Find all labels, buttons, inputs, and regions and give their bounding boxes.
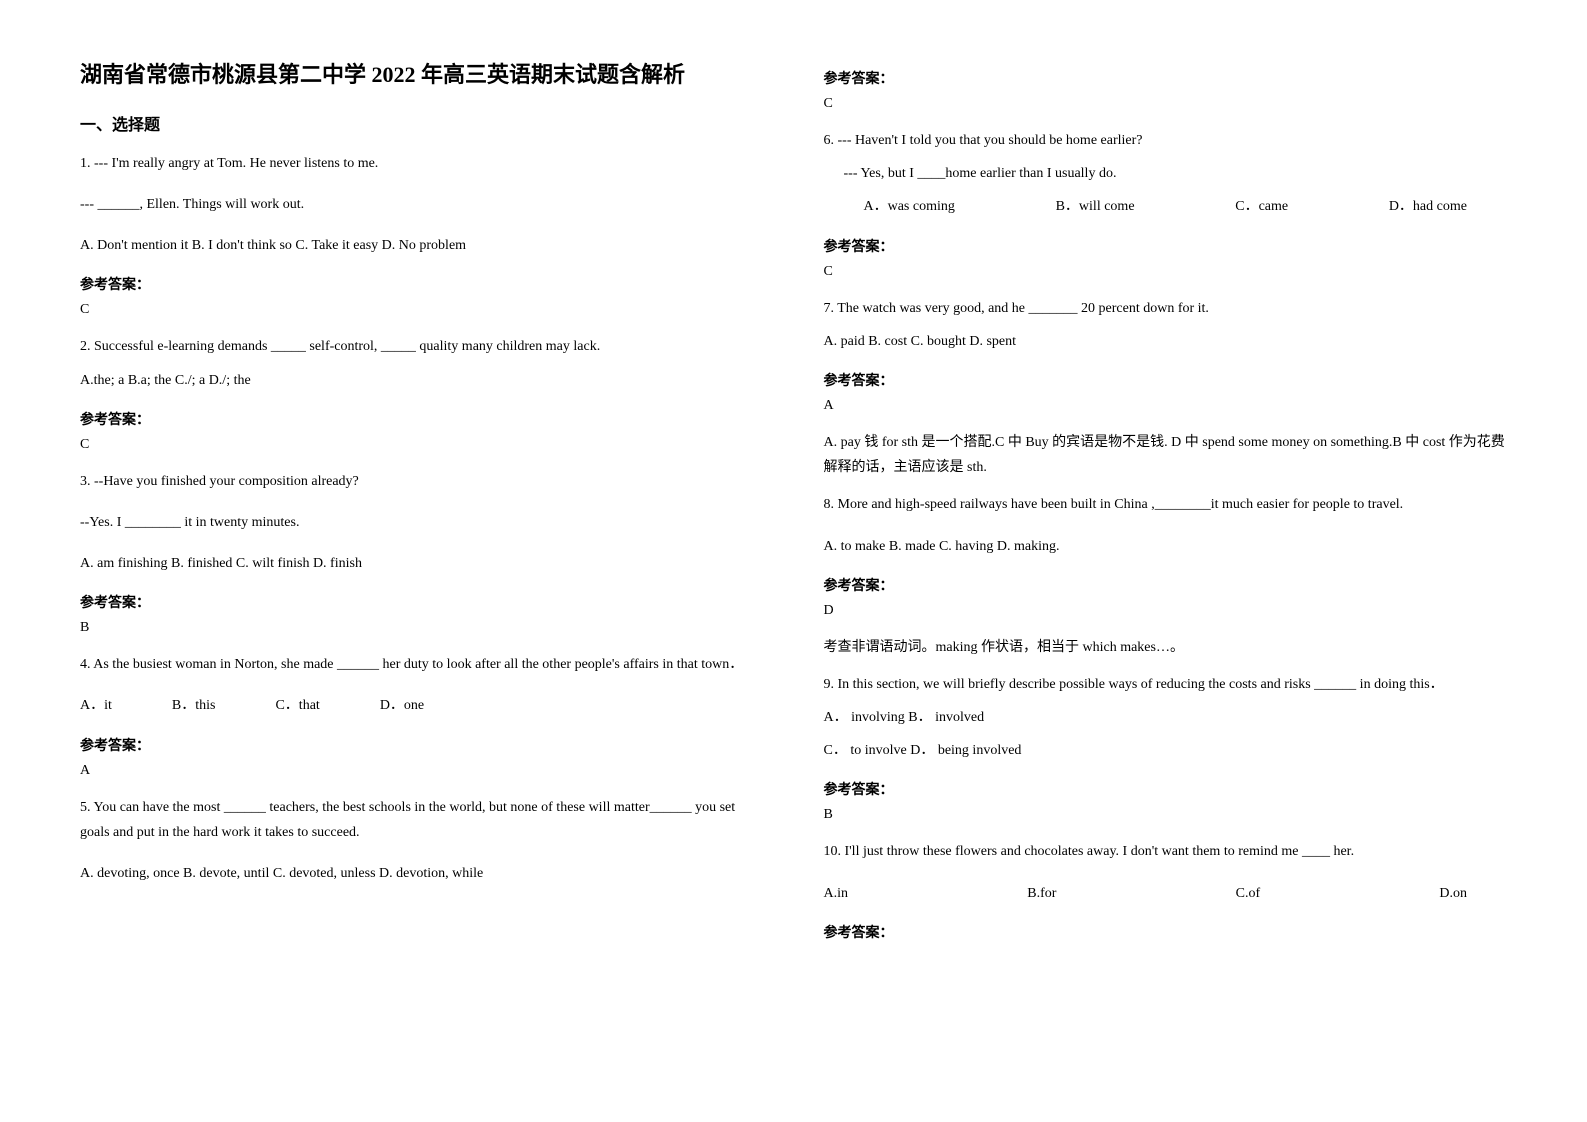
q2-line1: 2. Successful e-learning demands _____ s… [80, 334, 764, 359]
q9-options2: C． to involve D． being involved [824, 738, 1508, 763]
q4-answer: A [80, 763, 764, 779]
q8-answer: D [824, 603, 1508, 619]
q10-opt-d: D.on [1439, 881, 1467, 906]
q2-answer: C [80, 437, 764, 453]
q3-line2: --Yes. I ________ it in twenty minutes. [80, 510, 764, 535]
q9-answer: B [824, 807, 1508, 823]
q3-answer-label: 参考答案： [80, 592, 764, 612]
q10-opt-c: C.of [1236, 881, 1261, 906]
q6-opt-a: A．was coming [864, 194, 955, 219]
q1-options: A. Don't mention it B. I don't think so … [80, 233, 764, 258]
q5-line1: 5. You can have the most ______ teachers… [80, 795, 764, 845]
q6-options: A．was coming B．will come C．came D．had co… [824, 194, 1508, 219]
q6-line1: 6. --- Haven't I told you that you shoul… [824, 128, 1508, 153]
q7-answer: A [824, 398, 1508, 414]
q4-opt-d: D．one [380, 693, 424, 718]
section-heading: 一、选择题 [80, 111, 764, 135]
q9-options1: A． involving B． involved [824, 705, 1508, 730]
q8-line1: 8. More and high-speed railways have bee… [824, 492, 1508, 517]
q6-line2: --- Yes, but I ____home earlier than I u… [824, 161, 1508, 186]
q2-options: A.the; a B.a; the C./; a D./; the [80, 368, 764, 393]
q4-options: A．it B．this C．that D．one [80, 693, 764, 718]
q7-explanation: A. pay 钱 for sth 是一个搭配.C 中 Buy 的宾语是物不是钱.… [824, 430, 1508, 480]
q10-options: A.in B.for C.of D.on [824, 881, 1508, 906]
q4-line1: 4. As the busiest woman in Norton, she m… [80, 652, 764, 677]
q1-line2: --- ______, Ellen. Things will work out. [80, 192, 764, 217]
q10-answer-label: 参考答案： [824, 922, 1508, 942]
q7-answer-label: 参考答案： [824, 370, 1508, 390]
q4-opt-c: C．that [275, 693, 319, 718]
q4-opt-a: A．it [80, 693, 112, 718]
q1-line1: 1. --- I'm really angry at Tom. He never… [80, 151, 764, 176]
q1-answer-label: 参考答案： [80, 274, 764, 294]
q8-explanation: 考查非谓语动词。making 作状语，相当于 which makes…。 [824, 635, 1508, 660]
q6-opt-c: C．came [1235, 194, 1288, 219]
q7-options: A. paid B. cost C. bought D. spent [824, 329, 1508, 354]
q5-options: A. devoting, once B. devote, until C. de… [80, 861, 764, 886]
q6-answer-label: 参考答案： [824, 236, 1508, 256]
q6-opt-b: B．will come [1056, 194, 1135, 219]
left-column: 湖南省常德市桃源县第二中学 2022 年高三英语期末试题含解析 一、选择题 1.… [80, 60, 764, 1062]
q5-answer-label: 参考答案： [824, 68, 1508, 88]
document-title: 湖南省常德市桃源县第二中学 2022 年高三英语期末试题含解析 [80, 60, 764, 91]
q4-opt-b: B．this [172, 693, 216, 718]
q9-line1: 9. In this section, we will briefly desc… [824, 672, 1508, 697]
q2-answer-label: 参考答案： [80, 409, 764, 429]
q6-answer: C [824, 264, 1508, 280]
q6-opt-d: D．had come [1389, 194, 1467, 219]
q8-options: A. to make B. made C. having D. making. [824, 534, 1508, 559]
q3-options: A. am finishing B. finished C. wilt fini… [80, 551, 764, 576]
q9-answer-label: 参考答案： [824, 779, 1508, 799]
q10-opt-b: B.for [1027, 881, 1056, 906]
q1-answer: C [80, 302, 764, 318]
q4-answer-label: 参考答案： [80, 735, 764, 755]
right-column: 参考答案： C 6. --- Haven't I told you that y… [824, 60, 1508, 1062]
q10-line1: 10. I'll just throw these flowers and ch… [824, 839, 1508, 864]
q10-opt-a: A.in [824, 881, 849, 906]
q5-answer: C [824, 96, 1508, 112]
q3-line1: 3. --Have you finished your composition … [80, 469, 764, 494]
q3-answer: B [80, 620, 764, 636]
q7-line1: 7. The watch was very good, and he _____… [824, 296, 1508, 321]
q8-answer-label: 参考答案： [824, 575, 1508, 595]
